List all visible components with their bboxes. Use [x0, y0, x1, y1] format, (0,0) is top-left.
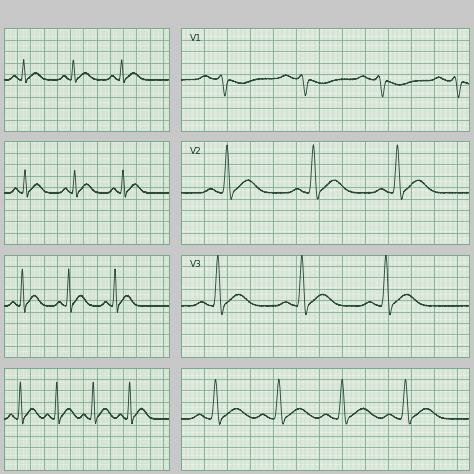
Text: V2: V2: [190, 146, 201, 155]
Text: V1: V1: [190, 34, 201, 43]
Text: V3: V3: [190, 260, 201, 269]
